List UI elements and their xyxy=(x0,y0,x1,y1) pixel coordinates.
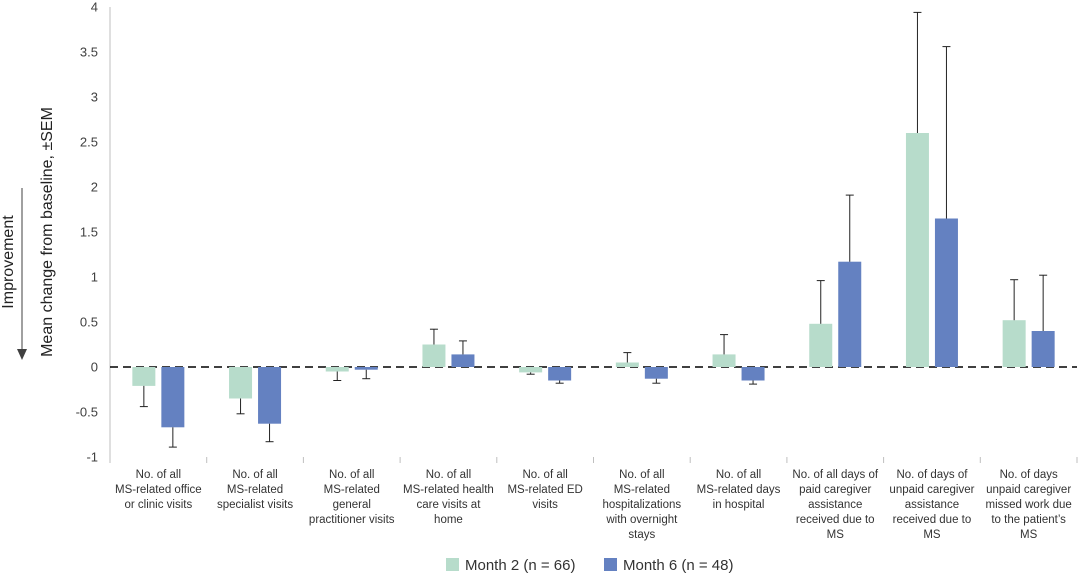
bar-month6 xyxy=(548,367,572,381)
x-category-label: general xyxy=(333,499,371,511)
chart-error-bars xyxy=(139,11,1048,448)
bar-month2 xyxy=(905,133,929,367)
y-tick-label: 0 xyxy=(91,360,98,375)
bar-month6 xyxy=(161,367,185,428)
x-category-label: MS-related ED xyxy=(507,484,582,496)
x-category-label: No. of all days of xyxy=(792,469,878,481)
x-category-label: practitioner visits xyxy=(309,514,395,526)
x-category-label: missed work due xyxy=(986,499,1072,511)
bar-month2 xyxy=(712,354,736,367)
bar-month2 xyxy=(422,344,446,367)
legend-label: Month 6 (n = 48) xyxy=(623,557,733,574)
bar-month6 xyxy=(741,367,765,381)
x-category-label: hospitalizations xyxy=(603,499,682,511)
x-category-label: No. of all xyxy=(619,469,664,481)
x-category-label: No. of all xyxy=(232,469,277,481)
x-category-label: MS xyxy=(923,529,941,541)
x-category-label: to the patient’s xyxy=(991,514,1066,526)
y-axis-title: Mean change from baseline, ±SEM xyxy=(39,107,56,357)
x-category-label: MS-related days xyxy=(697,484,781,496)
x-category-label: home xyxy=(434,514,463,526)
bar-month6 xyxy=(451,354,475,367)
x-category-label: MS xyxy=(1020,529,1038,541)
bar-month2 xyxy=(229,367,253,399)
x-category-label: MS-related office xyxy=(115,484,202,496)
x-category-label: visits xyxy=(532,499,558,511)
x-category-label: unpaid caregiver xyxy=(889,484,974,496)
x-category-label: stays xyxy=(628,529,655,541)
bar-month6 xyxy=(1031,331,1055,367)
x-category-label: MS xyxy=(827,529,845,541)
y-tick-label: 2.5 xyxy=(80,135,98,150)
chart-labels: No. of all MS-related office or clinic vis… xyxy=(0,107,1072,541)
x-category-label: assistance xyxy=(905,499,959,511)
x-category-label: No. of all xyxy=(136,469,181,481)
y-tick-label: 2 xyxy=(91,180,98,195)
legend-swatch xyxy=(446,558,459,571)
chart-legend: Month 2 (n = 66) Month 6 (n = 48) xyxy=(446,557,733,574)
x-category-label: No. of all xyxy=(426,469,471,481)
x-category-label: care visits at xyxy=(416,499,481,511)
x-category-label: with overnight xyxy=(605,514,678,526)
bar-month2 xyxy=(615,362,639,367)
bar-month6 xyxy=(354,367,378,370)
chart-axes: -1 -0.5 0 0.5 1 1.5 2 2.5 3 3.5 4 xyxy=(76,0,1078,465)
x-category-label: No. of all xyxy=(329,469,374,481)
x-category-label: unpaid caregiver xyxy=(986,484,1071,496)
y-tick-label: 0.5 xyxy=(80,315,98,330)
x-category-label: specialist visits xyxy=(217,499,293,511)
y-tick-label: 1 xyxy=(91,270,98,285)
legend-label: Month 2 (n = 66) xyxy=(465,557,575,574)
x-category-label: MS-related xyxy=(614,484,670,496)
bar-month6 xyxy=(934,218,958,367)
x-category-label: received due to xyxy=(796,514,875,526)
y-tick-label: 1.5 xyxy=(80,225,98,240)
legend-swatch xyxy=(604,558,617,571)
bar-month6 xyxy=(838,261,862,367)
y-tick-label: 3 xyxy=(91,90,98,105)
bar-month2 xyxy=(1002,320,1026,367)
y-tick-label: 4 xyxy=(91,0,98,15)
x-category-label: MS-related health xyxy=(403,484,494,496)
x-category-label: No. of days xyxy=(1000,469,1058,481)
bar-month6 xyxy=(644,367,668,379)
bar-month6 xyxy=(258,367,282,424)
x-category-label: paid caregiver xyxy=(799,484,871,496)
bar-month2 xyxy=(519,367,543,373)
x-category-label: No. of days of xyxy=(896,469,968,481)
x-category-label: No. of all xyxy=(522,469,567,481)
improvement-arrow-head-icon xyxy=(17,349,27,360)
improvement-label: Improvement xyxy=(0,215,17,309)
y-tick-label: -1 xyxy=(86,450,98,465)
x-category-label: MS-related xyxy=(227,484,283,496)
x-category-label: assistance xyxy=(808,499,862,511)
x-category-label: in hospital xyxy=(713,499,765,511)
y-tick-label: 3.5 xyxy=(80,45,98,60)
chart-bars xyxy=(132,133,1055,428)
x-category-label: received due to xyxy=(893,514,972,526)
x-category-label: No. of all xyxy=(716,469,761,481)
y-tick-label: -0.5 xyxy=(76,405,98,420)
bar-month2 xyxy=(132,367,156,386)
x-category-label: or clinic visits xyxy=(124,499,192,511)
bar-month2 xyxy=(325,367,349,372)
bar-month2 xyxy=(809,323,833,367)
x-category-label: MS-related xyxy=(324,484,380,496)
